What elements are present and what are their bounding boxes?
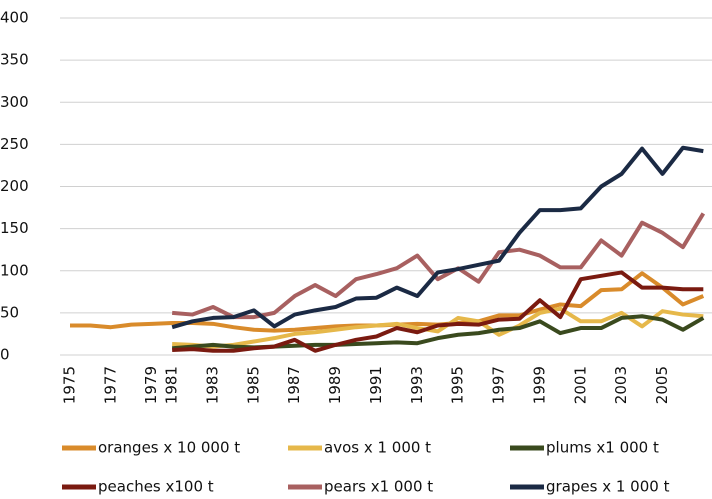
x-tick-label: 1995 (449, 366, 467, 404)
x-tick-label: 1989 (326, 366, 344, 404)
y-tick-label: 100 (0, 261, 29, 279)
x-tick-label: 2001 (571, 366, 589, 404)
series-line (172, 270, 704, 353)
x-tick-label: 2003 (612, 366, 630, 404)
x-tick-label: 2005 (653, 366, 671, 404)
series-line (70, 271, 705, 333)
y-tick-label: 300 (0, 93, 29, 111)
x-tick-label: 1979 (142, 366, 160, 404)
x-tick-label: 1977 (101, 366, 119, 404)
x-tick-label: 1997 (490, 366, 508, 404)
x-tick-label: 1981 (163, 366, 181, 404)
x-tick-label: 1999 (530, 366, 548, 404)
y-tick-label: 150 (0, 219, 29, 237)
legend-label: peaches x100 t (98, 478, 214, 496)
legend-label: plums x1 000 t (546, 439, 659, 457)
y-tick-label: 0 (0, 346, 10, 364)
y-tick-label: 250 (0, 135, 29, 153)
legend-label: avos x 1 000 t (324, 439, 431, 457)
x-tick-label: 1983 (204, 366, 222, 404)
series-line (172, 306, 704, 349)
x-tick-label: 1985 (244, 366, 262, 404)
y-tick-label: 400 (0, 9, 29, 27)
x-tick-label: 1987 (285, 366, 303, 404)
x-tick-label: 1993 (408, 366, 426, 404)
legend-label: grapes x 1 000 t (546, 478, 670, 496)
legend-label: pears x1 000 t (324, 478, 433, 496)
y-tick-label: 50 (0, 303, 19, 321)
y-tick-label: 200 (0, 177, 29, 195)
series-line (171, 145, 704, 330)
y-tick-label: 350 (0, 51, 29, 69)
x-tick-label: 1975 (61, 366, 79, 404)
x-tick-label: 1991 (367, 366, 385, 404)
legend-label: oranges x 10 000 t (98, 439, 240, 457)
